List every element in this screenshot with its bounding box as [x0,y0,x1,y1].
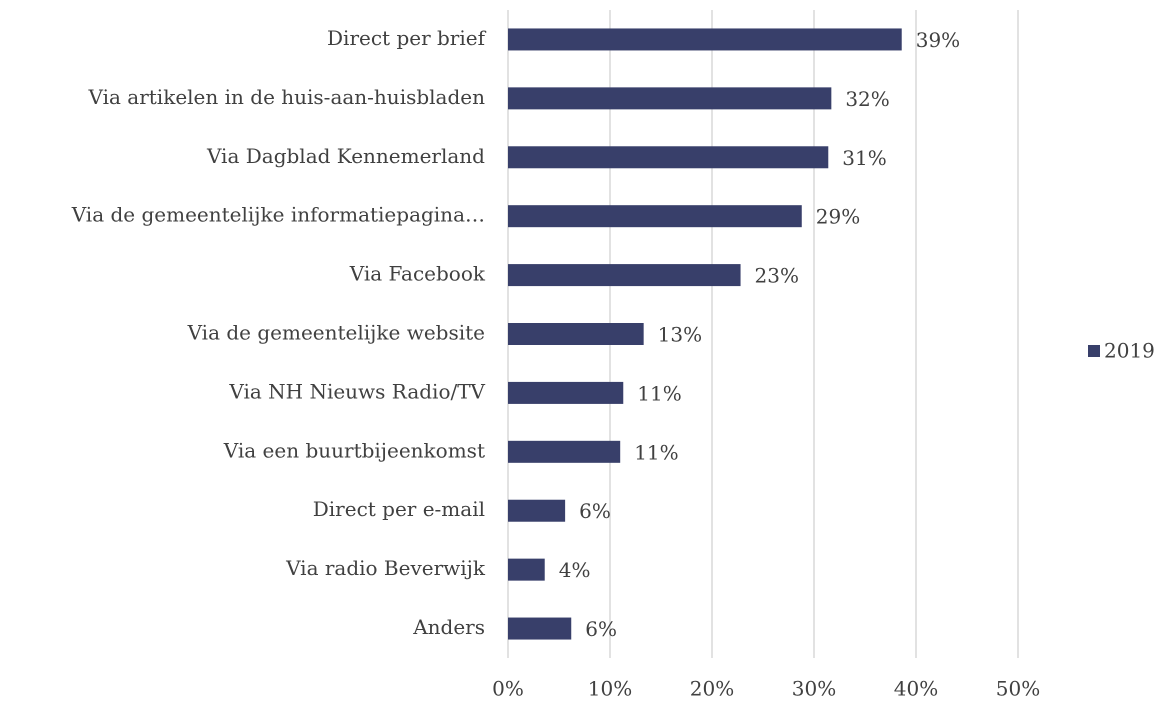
y-tick-label: Via Facebook [349,262,486,286]
bar [508,440,621,463]
x-tick-label: 0% [492,677,524,701]
data-label: 32% [845,87,889,111]
y-tick-label: Via radio Beverwijk [285,556,486,580]
data-label: 4% [559,558,591,582]
y-tick-label: Via de gemeentelijke website [187,321,485,345]
bar [508,558,545,581]
legend-label: 2019 [1104,339,1155,363]
x-tick-label: 10% [588,677,632,701]
x-tick-label: 30% [792,677,836,701]
bar [508,617,572,640]
y-tick-label: Via een buurtbijeenkomst [223,438,485,462]
x-tick-label: 50% [996,677,1040,701]
data-label: 6% [585,617,617,641]
y-tick-label: Via NH Nieuws Radio/TV [228,379,485,403]
bar [508,499,566,522]
legend-swatch [1088,345,1100,357]
data-label: 29% [816,205,860,229]
y-tick-label: Via Dagblad Kennemerland [206,144,485,168]
data-label: 11% [634,440,678,464]
bar [508,205,802,228]
y-tick-label: Via de gemeentelijke informatiepagina… [71,203,485,227]
data-label: 6% [579,499,611,523]
data-label: 23% [755,264,799,288]
bar [508,146,829,169]
y-tick-label: Via artikelen in de huis-aan-huisbladen [88,85,486,109]
bar [508,87,832,110]
y-tick-label: Direct per e-mail [313,497,485,521]
bar [508,381,624,404]
bar [508,264,741,287]
data-label: 39% [916,28,960,52]
data-label: 11% [637,381,681,405]
bar [508,28,902,51]
x-tick-label: 20% [690,677,734,701]
x-tick-label: 40% [894,677,938,701]
data-label: 13% [658,323,702,347]
bar [508,323,644,345]
y-tick-label: Direct per brief [327,26,487,50]
data-label: 31% [842,146,886,170]
y-tick-label: Anders [412,615,485,639]
